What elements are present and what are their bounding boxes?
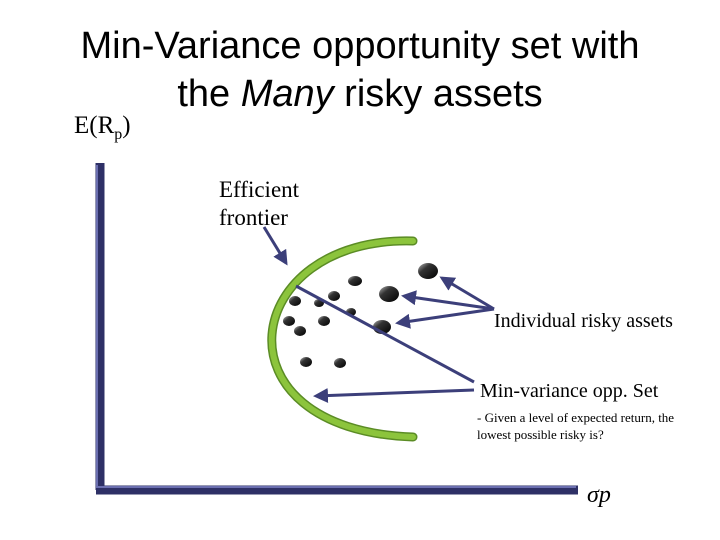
efficient-frontier-line-2: frontier <box>219 205 288 230</box>
min-variance-diagonal <box>295 284 475 384</box>
title-emphasis: Many <box>240 73 334 115</box>
asset-dot <box>379 286 399 302</box>
asset-dot <box>334 358 346 368</box>
x-axis-label: σp <box>587 482 611 508</box>
min-variance-arrow <box>313 388 475 404</box>
slide-title: Min-Variance opportunity set with the Ma… <box>0 22 720 118</box>
axes <box>95 163 578 495</box>
title-line-1: Min-Variance opportunity set with <box>80 25 640 67</box>
title-post: risky assets <box>333 73 543 115</box>
asset-dot <box>283 316 295 326</box>
efficient-frontier-line-1: Efficient <box>219 177 300 202</box>
assets-arrow-top <box>439 276 495 311</box>
frontier-curve <box>269 237 416 440</box>
efficient-frontier-arrow <box>262 226 288 266</box>
efficient-frontier-label: Efficient frontier <box>219 176 299 232</box>
asset-dots <box>283 263 438 368</box>
asset-dot <box>300 357 312 367</box>
y-axis-label-main: E(R <box>74 112 115 139</box>
asset-dot <box>328 291 340 301</box>
asset-dot <box>418 263 438 279</box>
min-variance-note: - Given a level of expected return, the … <box>477 410 675 442</box>
y-axis-label-sub: p <box>114 126 123 143</box>
asset-dot <box>348 276 362 286</box>
asset-dot <box>318 316 330 326</box>
asset-dot <box>294 326 306 336</box>
title-pre: the <box>177 73 241 115</box>
individual-assets-label: Individual risky assets <box>494 310 673 332</box>
pointer-arrows <box>262 226 495 404</box>
assets-arrow-mid <box>401 290 495 311</box>
assets-arrow-low <box>395 307 495 329</box>
min-variance-label: Min-variance opp. Set <box>480 380 659 402</box>
asset-dot <box>289 296 301 306</box>
y-axis-label: E(Rp) <box>74 112 131 144</box>
title-line-2: the Many risky assets <box>0 70 720 118</box>
y-axis-label-close: ) <box>122 112 131 139</box>
